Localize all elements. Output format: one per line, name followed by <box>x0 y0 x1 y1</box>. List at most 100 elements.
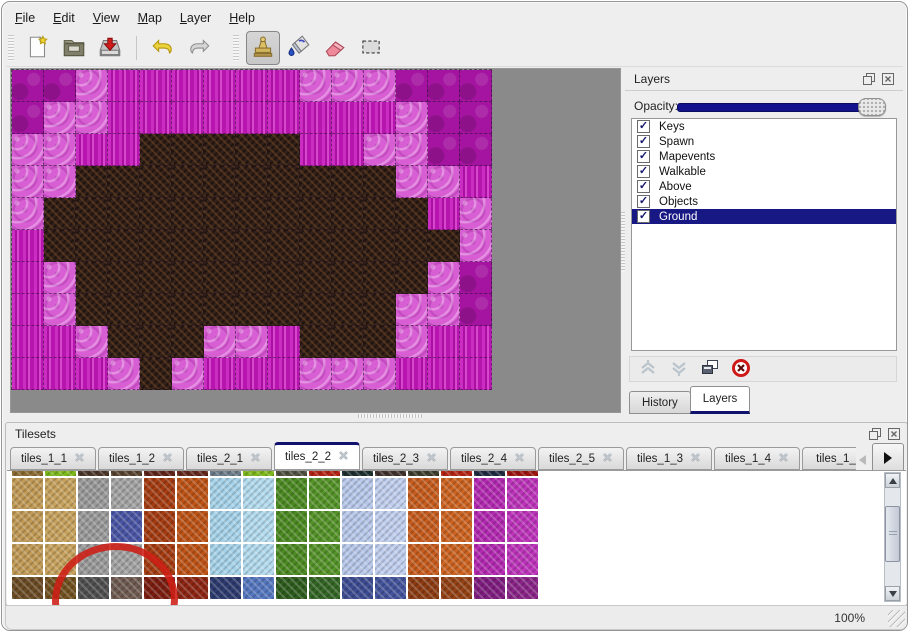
map-tile[interactable] <box>76 198 108 230</box>
map-tile[interactable] <box>76 262 108 294</box>
map-tile[interactable] <box>300 102 332 134</box>
horizontal-splitter[interactable] <box>358 414 422 418</box>
tileset-tile[interactable] <box>45 511 76 542</box>
dock-tab-history[interactable]: History <box>629 391 691 414</box>
tileset-tile[interactable] <box>408 544 439 575</box>
tileset-tile[interactable] <box>375 478 406 509</box>
map-tile[interactable] <box>236 294 268 326</box>
map-tile[interactable] <box>44 230 76 262</box>
map-tile[interactable] <box>140 70 172 102</box>
move-layer-up-button[interactable] <box>637 359 659 379</box>
menu-layer[interactable]: Layer <box>179 11 212 25</box>
layer-visibility-checkbox[interactable]: ✓ <box>637 195 650 208</box>
layer-list[interactable]: ✓ Keys ✓ Spawn ✓ Mapevents ✓ Walkable ✓ Above ✓ Obj… <box>631 118 897 351</box>
map-tile[interactable] <box>428 230 460 262</box>
tileset-tile[interactable] <box>111 478 142 509</box>
layer-visibility-checkbox[interactable]: ✓ <box>637 135 650 148</box>
map-tile[interactable] <box>12 102 44 134</box>
tileset-tile[interactable] <box>210 471 241 476</box>
toolbar-grip[interactable] <box>233 35 239 61</box>
tileset-tile[interactable] <box>177 471 208 476</box>
map-tile[interactable] <box>236 70 268 102</box>
map-tile[interactable] <box>300 294 332 326</box>
map-tile[interactable] <box>44 70 76 102</box>
map-tile[interactable] <box>460 102 492 134</box>
map-tile[interactable] <box>12 326 44 358</box>
map-tile[interactable] <box>44 198 76 230</box>
map-tile[interactable] <box>76 294 108 326</box>
tileset-tile-selected[interactable] <box>111 511 142 542</box>
opacity-slider-handle[interactable] <box>858 98 886 116</box>
tileset-tile[interactable] <box>309 577 340 599</box>
tab-close-icon[interactable] <box>162 452 173 466</box>
map-tile[interactable] <box>172 358 204 390</box>
tab-close-icon[interactable] <box>338 450 349 464</box>
rect-select-tool-button[interactable] <box>354 32 388 64</box>
map-tile[interactable] <box>332 134 364 166</box>
map-tile[interactable] <box>140 134 172 166</box>
map-tile-grid[interactable] <box>11 69 492 390</box>
delete-layer-button[interactable] <box>730 358 752 379</box>
map-tile[interactable] <box>460 294 492 326</box>
map-tile[interactable] <box>140 198 172 230</box>
map-tile[interactable] <box>172 230 204 262</box>
tileset-tile[interactable] <box>111 544 142 575</box>
map-tile[interactable] <box>396 134 428 166</box>
tileset-tile[interactable] <box>276 577 307 599</box>
map-tile[interactable] <box>12 198 44 230</box>
map-tile[interactable] <box>76 134 108 166</box>
tileset-tile[interactable] <box>507 544 538 575</box>
float-panel-icon[interactable] <box>862 72 876 86</box>
map-tile[interactable] <box>108 134 140 166</box>
map-tile[interactable] <box>268 166 300 198</box>
map-tile[interactable] <box>12 166 44 198</box>
tileset-tile[interactable] <box>408 577 439 599</box>
map-tile[interactable] <box>332 262 364 294</box>
map-tile[interactable] <box>76 230 108 262</box>
map-tile[interactable] <box>140 262 172 294</box>
menu-help[interactable]: Help <box>229 11 255 25</box>
tileset-tile[interactable] <box>342 577 373 599</box>
toolbar-grip[interactable] <box>8 35 14 61</box>
map-tile[interactable] <box>12 294 44 326</box>
layer-visibility-checkbox[interactable]: ✓ <box>637 180 650 193</box>
float-panel-icon[interactable] <box>868 427 882 441</box>
tab-close-icon[interactable] <box>250 452 261 466</box>
map-tile[interactable] <box>428 102 460 134</box>
map-tile[interactable] <box>396 198 428 230</box>
map-tile[interactable] <box>268 326 300 358</box>
map-tile[interactable] <box>44 326 76 358</box>
map-tile[interactable] <box>428 326 460 358</box>
map-tile[interactable] <box>364 134 396 166</box>
tileset-tile[interactable] <box>45 471 76 476</box>
map-tile[interactable] <box>364 102 396 134</box>
tileset-tile[interactable] <box>441 478 472 509</box>
map-tile[interactable] <box>108 198 140 230</box>
tileset-tile[interactable] <box>177 544 208 575</box>
map-tile[interactable] <box>204 230 236 262</box>
map-tile[interactable] <box>268 198 300 230</box>
tileset-tab-tiles_1_1[interactable]: tiles_1_1 <box>10 447 96 470</box>
tileset-tile[interactable] <box>243 577 274 599</box>
tileset-tile[interactable] <box>78 471 109 476</box>
map-tile[interactable] <box>332 230 364 262</box>
map-tile[interactable] <box>44 166 76 198</box>
map-tile[interactable] <box>460 358 492 390</box>
map-tile[interactable] <box>44 294 76 326</box>
map-tile[interactable] <box>332 358 364 390</box>
map-tile[interactable] <box>364 326 396 358</box>
map-tile[interactable] <box>268 294 300 326</box>
map-tile[interactable] <box>332 198 364 230</box>
eraser-tool-button[interactable] <box>318 32 352 64</box>
map-tile[interactable] <box>300 134 332 166</box>
map-tile[interactable] <box>364 230 396 262</box>
map-tile[interactable] <box>140 294 172 326</box>
map-tile[interactable] <box>76 166 108 198</box>
map-tile[interactable] <box>396 294 428 326</box>
map-tile[interactable] <box>396 102 428 134</box>
tileset-tile[interactable] <box>474 511 505 542</box>
map-tile[interactable] <box>364 262 396 294</box>
map-tile[interactable] <box>204 262 236 294</box>
stamp-tool-button[interactable] <box>246 31 280 65</box>
tileset-tile[interactable] <box>507 511 538 542</box>
